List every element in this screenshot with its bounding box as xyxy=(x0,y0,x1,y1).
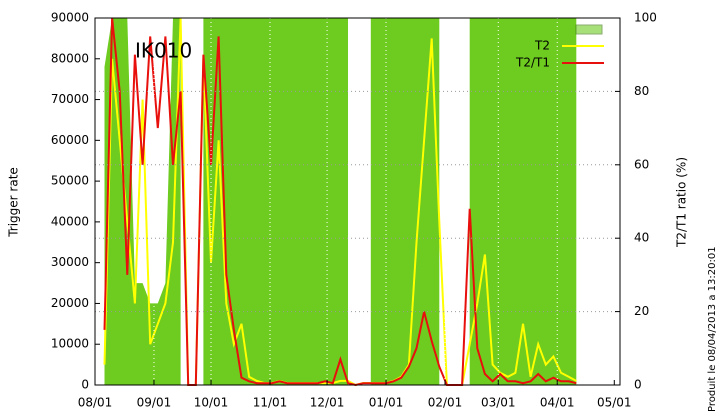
data-layer xyxy=(103,17,577,387)
x-tick-label: 09/01 xyxy=(137,396,172,410)
legend: T2 T2/T1 xyxy=(515,24,604,70)
line xyxy=(103,17,577,387)
y-tick-label: 40000 xyxy=(51,214,89,228)
y2-tick-label: 20 xyxy=(634,304,649,318)
y2-tick-label: 0 xyxy=(634,378,642,392)
y-tick-label: 20000 xyxy=(51,296,89,310)
y-tick-label: 10000 xyxy=(51,337,89,351)
y-tick-label: 30000 xyxy=(51,255,89,269)
plot-frame xyxy=(94,17,621,386)
x-tick-label: 08/01 xyxy=(78,396,113,410)
x-tick-label: 12/01 xyxy=(310,396,345,410)
y-axis-label: Trigger rate xyxy=(7,167,21,238)
x-tick-label: 11/01 xyxy=(253,396,288,410)
side-note: Produit le 08/04/2013 a 13:20:01 xyxy=(707,246,718,412)
x-tick-label: 04/01 xyxy=(540,396,575,410)
y-tick-label: 0 xyxy=(81,378,89,392)
x-tick-label: 01/01 xyxy=(369,396,404,410)
y-tick-label: 80000 xyxy=(51,51,89,65)
y-tick-label: 70000 xyxy=(51,92,89,106)
y2-tick-label: 80 xyxy=(634,84,649,98)
annotation: IK010 xyxy=(135,39,192,63)
y2-tick-label: 100 xyxy=(634,11,657,25)
x-tick-label: 03/01 xyxy=(481,396,516,410)
y2-axis-label: T2/T1 ratio (%) xyxy=(675,157,689,248)
line xyxy=(103,17,577,387)
legend-label: T2 xyxy=(534,39,550,53)
x-tick-label: 10/01 xyxy=(194,396,229,410)
y2-tick-label: 60 xyxy=(634,157,649,171)
y-tick-label: 90000 xyxy=(51,11,89,25)
legend-label: T2/T1 xyxy=(515,56,550,70)
y-tick-label: 60000 xyxy=(51,133,89,147)
y2-tick-label: 40 xyxy=(634,231,649,245)
area xyxy=(104,18,577,385)
x-tick-label: 05/01 xyxy=(597,396,632,410)
legend-swatch xyxy=(575,24,603,35)
y-tick-label: 50000 xyxy=(51,174,89,188)
axes-layer: 0100002000030000400005000060000700008000… xyxy=(51,11,657,410)
x-tick-label: 02/01 xyxy=(428,396,463,410)
